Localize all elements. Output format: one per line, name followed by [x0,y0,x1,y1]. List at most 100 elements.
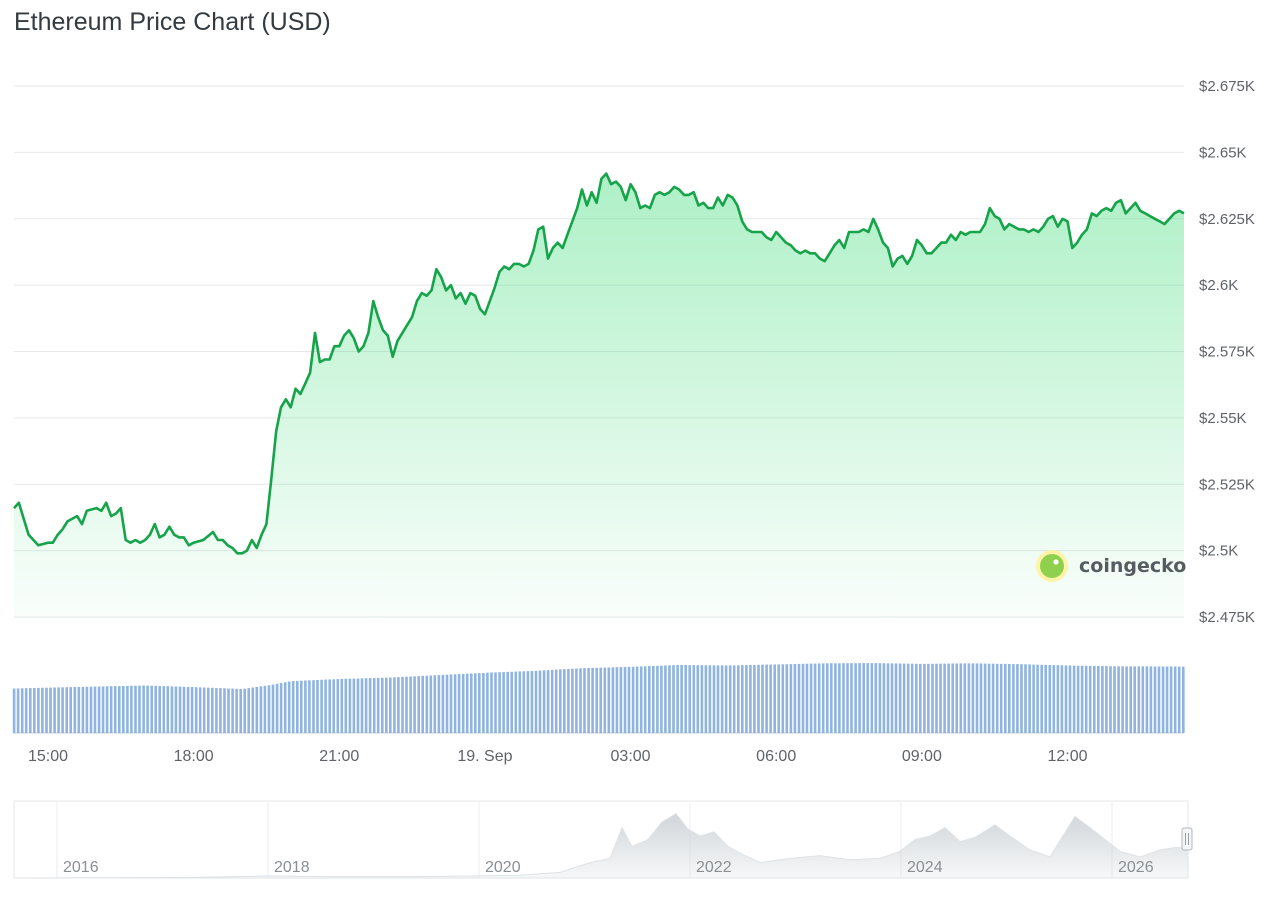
volume-bar [1169,666,1173,733]
volume-bar [623,667,627,733]
volume-bar [749,665,752,733]
volume-bar [769,664,772,733]
volume-bar [227,688,230,733]
volume-bar [251,687,255,733]
volume-bar [57,687,60,733]
volume-bar [898,663,902,733]
volume-bar [737,665,740,733]
volume-bar [348,678,352,733]
volume-bar [194,687,198,733]
volume-bar [1016,664,1019,733]
volume-bar [656,665,659,733]
price-line[interactable] [13,172,1185,555]
volume-bar [805,663,809,733]
volume-bar [498,672,501,733]
x-tick-label: 21:00 [319,748,359,765]
y-axis: $2.475K $2.5K $2.525K $2.55K $2.575K $2.6K $2.… [1199,78,1255,626]
volume-bar [417,676,420,733]
volume-bar [971,663,975,733]
volume-bar [611,667,615,733]
volume-bar [878,663,882,733]
volume-bar [1149,666,1153,733]
volume-bar [1076,665,1080,733]
volume-bar [101,686,105,733]
volume-bar [174,686,178,733]
navigator-handle[interactable] [1181,827,1193,851]
volume-bar [263,685,267,733]
x-tick-label: 12:00 [1047,748,1087,765]
volume-bar [154,685,157,733]
volume-bar [595,667,598,733]
volume-bar [773,664,776,733]
volume-bar [283,682,287,733]
volume-bar [712,665,716,733]
volume-bar [947,663,950,733]
volume-bar [1084,665,1088,733]
volume-bar [470,673,473,733]
volume-bar [684,665,687,733]
x-tick-label: 19. Sep [457,748,512,765]
volume-bar [239,688,242,733]
volume-bar [486,672,489,733]
volume-bar [579,668,582,733]
volume-bar [506,671,509,733]
x-tick-label: 15:00 [28,748,68,765]
volume-bar [635,666,639,733]
navigator-tick-label: 2020 [485,859,521,876]
volume-bar [166,686,170,733]
volume-bar [559,669,562,733]
volume-bar [1121,666,1124,733]
volume-bar [457,674,461,733]
volume-bar [801,663,805,733]
volume-bar [902,663,906,733]
volume-bar [688,665,691,733]
volume-bar [372,678,376,733]
volume-bar [607,667,611,733]
volume-bar [324,679,327,733]
volume-bar [304,680,307,733]
volume-bar [963,663,967,733]
volume-bar [494,672,497,733]
navigator[interactable]: 2016 2018 2020 2022 2024 2026 [13,800,1193,879]
volume-bar [1020,664,1023,733]
volume-bar [939,663,942,733]
volume-bar [777,664,780,733]
volume-bar [672,665,675,733]
volume-bar [676,665,679,733]
volume-bar [1088,665,1092,733]
volume-bar [413,676,416,733]
volume-bar [923,663,926,733]
volume-bar [1141,666,1145,733]
volume-bar [809,663,813,733]
page-title: Ethereum Price Chart (USD) [14,8,331,36]
volume-bar [190,687,194,733]
volume-bar [1068,665,1072,733]
volume-bar [1036,664,1039,733]
volume-bar [49,687,52,733]
volume-bar [300,680,303,733]
volume-bar [959,663,963,733]
volume-bar [312,680,315,733]
volume-bar [482,672,485,733]
volume-bar [817,663,821,733]
volume-bar [882,663,886,733]
volume-bar [105,686,109,733]
volume-bar [89,686,93,733]
volume-bar [1093,665,1096,733]
volume-bar [583,668,586,733]
volume-bar [1117,666,1120,733]
volume-bar [109,686,113,733]
volume-bar [858,663,861,733]
volume-bar [437,675,441,733]
volume-bar [692,665,696,733]
volume-bar [534,670,538,733]
volume-bar [753,664,756,733]
volume-bar [886,663,890,733]
volume-bar [619,667,623,733]
volume-bar [514,671,518,733]
volume-bar [821,663,825,733]
volume-bar [870,663,874,733]
volume-bar [983,663,987,733]
volume-bar [1040,664,1043,733]
